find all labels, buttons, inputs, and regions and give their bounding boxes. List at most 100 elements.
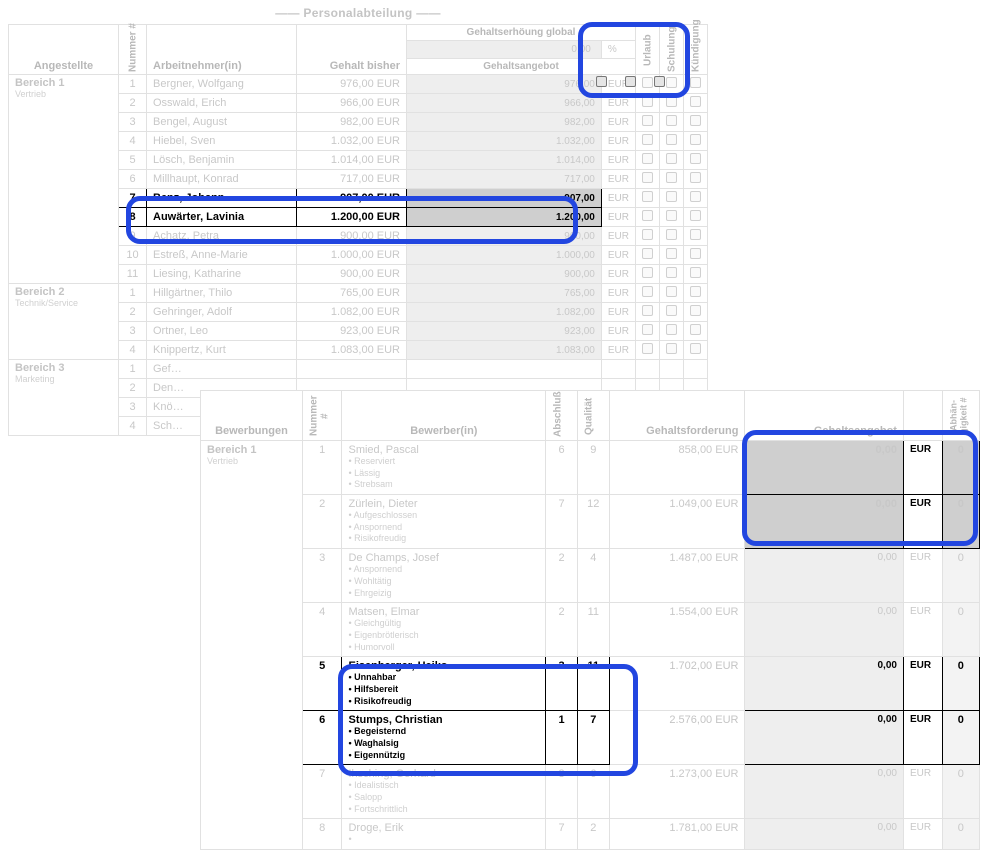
table-row[interactable]: 3De Champs, Josef• Anspornend• Wohltätig… xyxy=(201,549,980,603)
kuendigung-checkbox[interactable] xyxy=(684,151,708,170)
table-row[interactable]: 8Droge, Erik• 721.781,00 EUR0,00EUR0 xyxy=(201,819,980,850)
kuendigung-checkbox[interactable] xyxy=(684,75,708,94)
salary-offer[interactable]: 976,00 xyxy=(407,75,602,94)
schulung-checkbox[interactable] xyxy=(660,322,684,341)
currency-label: EUR xyxy=(903,441,942,495)
table-row[interactable]: Bereich 1Vertrieb1Smied, Pascal• Reservi… xyxy=(201,441,980,495)
kuendigung-checkbox[interactable] xyxy=(684,284,708,303)
gehaltsangebot-input[interactable]: 0,00 xyxy=(745,657,903,711)
gehaltsangebot-input[interactable]: 0,00 xyxy=(745,495,903,549)
abhaengigkeit-input[interactable]: 0 xyxy=(942,819,979,850)
gehaltsangebot-input[interactable]: 0,00 xyxy=(745,441,903,495)
schulung-checkbox[interactable] xyxy=(660,170,684,189)
gehaltsangebot-input[interactable]: 0,00 xyxy=(745,711,903,765)
schulung-checkbox[interactable] xyxy=(660,246,684,265)
raise-input[interactable]: 0,00 xyxy=(407,41,602,59)
schulung-checkbox[interactable] xyxy=(660,265,684,284)
urlaub-checkbox[interactable] xyxy=(636,227,660,246)
urlaub-checkbox[interactable] xyxy=(636,132,660,151)
gehaltsangebot-input[interactable]: 0,00 xyxy=(745,549,903,603)
schulung-header-checkbox[interactable] xyxy=(625,76,636,87)
gehaltsangebot-input[interactable]: 0,00 xyxy=(745,819,903,850)
urlaub-checkbox[interactable] xyxy=(636,284,660,303)
salary-offer[interactable]: 907,00 xyxy=(407,189,602,208)
urlaub-checkbox[interactable] xyxy=(636,189,660,208)
row-number: 4 xyxy=(302,603,342,657)
urlaub-checkbox[interactable] xyxy=(636,341,660,360)
employee-name: Bengel, August xyxy=(147,113,297,132)
employee-name: Bergner, Wolfgang xyxy=(147,75,297,94)
urlaub-checkbox[interactable] xyxy=(636,94,660,113)
salary-offer[interactable]: 717,00 xyxy=(407,170,602,189)
kuendigung-checkbox[interactable] xyxy=(684,322,708,341)
schulung-checkbox[interactable] xyxy=(660,189,684,208)
schulung-checkbox[interactable] xyxy=(660,113,684,132)
abhaengigkeit-input[interactable]: 0 xyxy=(942,711,979,765)
abhaengigkeit-input[interactable]: 0 xyxy=(942,657,979,711)
salary-offer[interactable]: 1.200,00 xyxy=(407,208,602,227)
schulung-checkbox[interactable] xyxy=(660,94,684,113)
area-label: Bereich 2Technik/Service xyxy=(9,284,119,360)
table-row[interactable]: 5Eisenberger, Heiko• Unnahbar• Hilfsbere… xyxy=(201,657,980,711)
urlaub-header-checkbox[interactable] xyxy=(596,76,607,87)
kuendigung-checkbox[interactable] xyxy=(684,265,708,284)
salary-offer[interactable]: 1.032,00 xyxy=(407,132,602,151)
urlaub-checkbox[interactable] xyxy=(636,246,660,265)
kuendigung-checkbox[interactable] xyxy=(684,303,708,322)
salary-offer[interactable]: 982,00 xyxy=(407,113,602,132)
table-row[interactable]: 4Matsen, Elmar• Gleichgültig• Eigenbrötl… xyxy=(201,603,980,657)
urlaub-checkbox[interactable] xyxy=(636,208,660,227)
salary: 900,00 EUR xyxy=(297,265,407,284)
table-row[interactable]: 6Stumps, Christian• Begeisternd• Waghals… xyxy=(201,711,980,765)
salary-offer[interactable]: 900,00 xyxy=(407,227,602,246)
salary-offer[interactable]: 1.014,00 xyxy=(407,151,602,170)
kuendigung-checkbox[interactable] xyxy=(684,208,708,227)
schulung-checkbox[interactable] xyxy=(660,208,684,227)
kuendigung-checkbox[interactable] xyxy=(684,132,708,151)
salary-offer[interactable]: 1.082,00 xyxy=(407,303,602,322)
panel-title: —— Personalabteilung —— xyxy=(8,6,708,20)
kuendigung-checkbox[interactable] xyxy=(684,113,708,132)
kuendigung-checkbox[interactable] xyxy=(684,246,708,265)
table-row[interactable]: 7Ihsching, Gerhard• Idealistisch• Salopp… xyxy=(201,765,980,819)
kuendigung-checkbox[interactable] xyxy=(684,94,708,113)
salary-offer[interactable]: 966,00 xyxy=(407,94,602,113)
schulung-checkbox[interactable] xyxy=(660,284,684,303)
header-checkbox-row xyxy=(596,76,665,87)
kuendigung-header-checkbox[interactable] xyxy=(654,76,665,87)
schulung-checkbox[interactable] xyxy=(660,151,684,170)
abhaengigkeit-input[interactable]: 0 xyxy=(942,549,979,603)
urlaub-checkbox[interactable] xyxy=(636,303,660,322)
gehaltsangebot-input[interactable]: 0,00 xyxy=(745,603,903,657)
employee-name: Ortner, Leo xyxy=(147,322,297,341)
qualitaet-value: 4 xyxy=(577,549,609,603)
schulung-checkbox[interactable] xyxy=(660,303,684,322)
kuendigung-checkbox[interactable] xyxy=(684,170,708,189)
salary-offer[interactable]: 1.000,00 xyxy=(407,246,602,265)
employee-name: Knippertz, Kurt xyxy=(147,341,297,360)
salary-offer[interactable]: 923,00 xyxy=(407,322,602,341)
abhaengigkeit-input[interactable]: 0 xyxy=(942,765,979,819)
table-row[interactable]: 2Zürlein, Dieter• Aufgeschlossen• Anspor… xyxy=(201,495,980,549)
salary-offer[interactable]: 1.083,00 xyxy=(407,341,602,360)
urlaub-checkbox[interactable] xyxy=(636,170,660,189)
urlaub-checkbox[interactable] xyxy=(636,322,660,341)
table-row[interactable]: Bereich 3Marketing1Gef…EUR xyxy=(9,360,708,379)
kuendigung-checkbox[interactable] xyxy=(684,341,708,360)
currency-label: EUR xyxy=(903,711,942,765)
abhaengigkeit-input[interactable]: 0 xyxy=(942,441,979,495)
schulung-checkbox[interactable] xyxy=(660,132,684,151)
urlaub-checkbox[interactable] xyxy=(636,113,660,132)
urlaub-checkbox[interactable] xyxy=(636,265,660,284)
schulung-checkbox[interactable] xyxy=(660,227,684,246)
abhaengigkeit-input[interactable]: 0 xyxy=(942,603,979,657)
kuendigung-checkbox[interactable] xyxy=(684,227,708,246)
abhaengigkeit-input[interactable]: 0 xyxy=(942,495,979,549)
salary-offer[interactable]: 900,00 xyxy=(407,265,602,284)
salary-offer[interactable]: 765,00 xyxy=(407,284,602,303)
gehaltsangebot-input[interactable]: 0,00 xyxy=(745,765,903,819)
table-row[interactable]: Bereich 2Technik/Service1Hillgärtner, Th… xyxy=(9,284,708,303)
schulung-checkbox[interactable] xyxy=(660,341,684,360)
kuendigung-checkbox[interactable] xyxy=(684,189,708,208)
urlaub-checkbox[interactable] xyxy=(636,151,660,170)
